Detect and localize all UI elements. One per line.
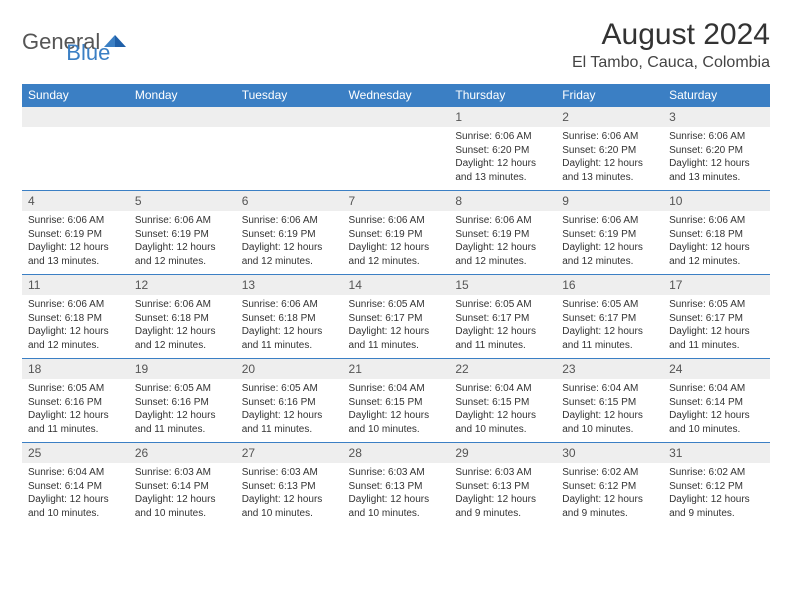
day-detail-cell: Sunrise: 6:06 AMSunset: 6:19 PMDaylight:…	[556, 211, 663, 275]
day-header: Saturday	[663, 84, 770, 107]
day-detail-cell: Sunrise: 6:03 AMSunset: 6:13 PMDaylight:…	[343, 463, 450, 526]
day-detail-row: Sunrise: 6:06 AMSunset: 6:20 PMDaylight:…	[22, 127, 770, 191]
day-detail-cell: Sunrise: 6:04 AMSunset: 6:15 PMDaylight:…	[343, 379, 450, 443]
day-detail-cell: Sunrise: 6:06 AMSunset: 6:19 PMDaylight:…	[129, 211, 236, 275]
day-number-cell: 4	[22, 191, 129, 212]
day-number-cell	[343, 107, 450, 128]
day-detail-cell: Sunrise: 6:05 AMSunset: 6:17 PMDaylight:…	[449, 295, 556, 359]
day-number-cell: 31	[663, 443, 770, 464]
day-number-cell: 16	[556, 275, 663, 296]
day-detail-cell: Sunrise: 6:06 AMSunset: 6:20 PMDaylight:…	[449, 127, 556, 191]
day-header: Thursday	[449, 84, 556, 107]
day-number-cell: 29	[449, 443, 556, 464]
day-detail-cell: Sunrise: 6:03 AMSunset: 6:14 PMDaylight:…	[129, 463, 236, 526]
day-number-row: 123	[22, 107, 770, 128]
day-number-row: 25262728293031	[22, 443, 770, 464]
day-number-cell: 15	[449, 275, 556, 296]
day-detail-cell: Sunrise: 6:06 AMSunset: 6:19 PMDaylight:…	[22, 211, 129, 275]
day-number-cell: 14	[343, 275, 450, 296]
day-detail-cell: Sunrise: 6:05 AMSunset: 6:16 PMDaylight:…	[129, 379, 236, 443]
day-number-cell: 8	[449, 191, 556, 212]
location-text: El Tambo, Cauca, Colombia	[572, 54, 770, 72]
day-detail-cell: Sunrise: 6:02 AMSunset: 6:12 PMDaylight:…	[663, 463, 770, 526]
day-detail-cell: Sunrise: 6:06 AMSunset: 6:20 PMDaylight:…	[663, 127, 770, 191]
day-number-cell: 9	[556, 191, 663, 212]
day-detail-cell: Sunrise: 6:04 AMSunset: 6:14 PMDaylight:…	[663, 379, 770, 443]
day-detail-cell: Sunrise: 6:05 AMSunset: 6:16 PMDaylight:…	[236, 379, 343, 443]
day-header: Friday	[556, 84, 663, 107]
day-detail-cell: Sunrise: 6:04 AMSunset: 6:15 PMDaylight:…	[449, 379, 556, 443]
day-number-cell: 30	[556, 443, 663, 464]
day-detail-cell: Sunrise: 6:06 AMSunset: 6:19 PMDaylight:…	[449, 211, 556, 275]
day-number-row: 11121314151617	[22, 275, 770, 296]
day-header-row: SundayMondayTuesdayWednesdayThursdayFrid…	[22, 84, 770, 107]
day-detail-cell: Sunrise: 6:06 AMSunset: 6:19 PMDaylight:…	[236, 211, 343, 275]
day-detail-row: Sunrise: 6:05 AMSunset: 6:16 PMDaylight:…	[22, 379, 770, 443]
day-number-cell: 25	[22, 443, 129, 464]
day-number-cell: 11	[22, 275, 129, 296]
day-detail-cell: Sunrise: 6:02 AMSunset: 6:12 PMDaylight:…	[556, 463, 663, 526]
day-number-cell: 17	[663, 275, 770, 296]
day-detail-cell: Sunrise: 6:06 AMSunset: 6:18 PMDaylight:…	[236, 295, 343, 359]
calendar-body: 123 Sunrise: 6:06 AMSunset: 6:20 PMDayli…	[22, 107, 770, 527]
day-number-cell: 20	[236, 359, 343, 380]
logo: General Blue	[22, 18, 110, 66]
day-detail-cell: Sunrise: 6:06 AMSunset: 6:19 PMDaylight:…	[343, 211, 450, 275]
day-number-row: 18192021222324	[22, 359, 770, 380]
logo-text-blue: Blue	[66, 40, 110, 66]
day-header: Wednesday	[343, 84, 450, 107]
day-number-cell: 12	[129, 275, 236, 296]
day-detail-cell: Sunrise: 6:03 AMSunset: 6:13 PMDaylight:…	[449, 463, 556, 526]
day-header: Tuesday	[236, 84, 343, 107]
day-detail-cell: Sunrise: 6:03 AMSunset: 6:13 PMDaylight:…	[236, 463, 343, 526]
day-number-row: 45678910	[22, 191, 770, 212]
title-block: August 2024 El Tambo, Cauca, Colombia	[572, 18, 770, 72]
day-detail-cell: Sunrise: 6:05 AMSunset: 6:17 PMDaylight:…	[556, 295, 663, 359]
day-number-cell	[236, 107, 343, 128]
day-number-cell: 21	[343, 359, 450, 380]
day-number-cell: 28	[343, 443, 450, 464]
day-number-cell: 5	[129, 191, 236, 212]
day-number-cell: 3	[663, 107, 770, 128]
day-number-cell: 23	[556, 359, 663, 380]
day-number-cell	[22, 107, 129, 128]
day-detail-cell: Sunrise: 6:05 AMSunset: 6:17 PMDaylight:…	[663, 295, 770, 359]
day-detail-cell	[22, 127, 129, 191]
day-number-cell: 22	[449, 359, 556, 380]
day-detail-row: Sunrise: 6:04 AMSunset: 6:14 PMDaylight:…	[22, 463, 770, 526]
day-number-cell: 1	[449, 107, 556, 128]
day-detail-cell	[129, 127, 236, 191]
month-title: August 2024	[572, 18, 770, 52]
day-number-cell: 10	[663, 191, 770, 212]
day-detail-cell: Sunrise: 6:06 AMSunset: 6:18 PMDaylight:…	[129, 295, 236, 359]
day-detail-cell	[343, 127, 450, 191]
day-detail-cell	[236, 127, 343, 191]
page-header: General Blue August 2024 El Tambo, Cauca…	[22, 18, 770, 72]
day-number-cell: 18	[22, 359, 129, 380]
day-header: Monday	[129, 84, 236, 107]
day-detail-cell: Sunrise: 6:05 AMSunset: 6:16 PMDaylight:…	[22, 379, 129, 443]
day-number-cell: 24	[663, 359, 770, 380]
day-number-cell: 2	[556, 107, 663, 128]
day-detail-row: Sunrise: 6:06 AMSunset: 6:18 PMDaylight:…	[22, 295, 770, 359]
day-detail-cell: Sunrise: 6:06 AMSunset: 6:20 PMDaylight:…	[556, 127, 663, 191]
day-number-cell: 13	[236, 275, 343, 296]
day-detail-row: Sunrise: 6:06 AMSunset: 6:19 PMDaylight:…	[22, 211, 770, 275]
day-header: Sunday	[22, 84, 129, 107]
day-detail-cell: Sunrise: 6:04 AMSunset: 6:15 PMDaylight:…	[556, 379, 663, 443]
day-number-cell: 7	[343, 191, 450, 212]
day-detail-cell: Sunrise: 6:04 AMSunset: 6:14 PMDaylight:…	[22, 463, 129, 526]
day-detail-cell: Sunrise: 6:06 AMSunset: 6:18 PMDaylight:…	[22, 295, 129, 359]
day-number-cell: 6	[236, 191, 343, 212]
day-detail-cell: Sunrise: 6:05 AMSunset: 6:17 PMDaylight:…	[343, 295, 450, 359]
day-number-cell	[129, 107, 236, 128]
day-number-cell: 27	[236, 443, 343, 464]
day-detail-cell: Sunrise: 6:06 AMSunset: 6:18 PMDaylight:…	[663, 211, 770, 275]
day-number-cell: 26	[129, 443, 236, 464]
calendar-table: SundayMondayTuesdayWednesdayThursdayFrid…	[22, 84, 770, 526]
day-number-cell: 19	[129, 359, 236, 380]
